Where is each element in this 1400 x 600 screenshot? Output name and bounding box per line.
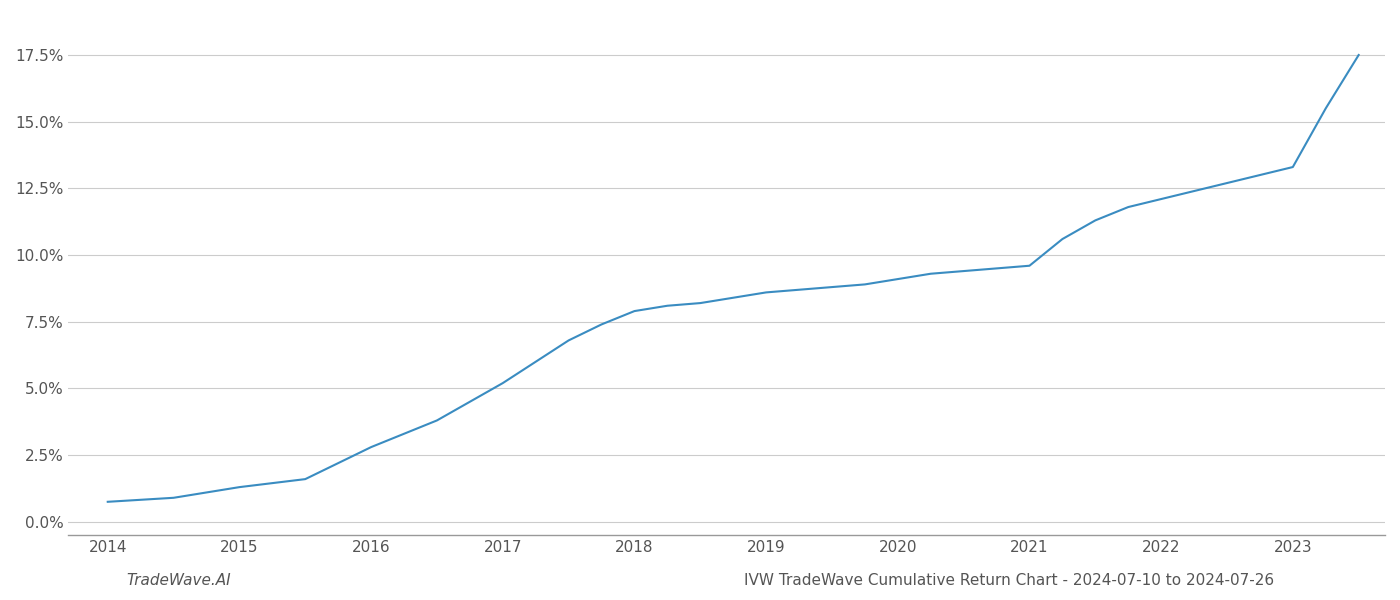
Text: TradeWave.AI: TradeWave.AI bbox=[126, 573, 231, 588]
Text: IVW TradeWave Cumulative Return Chart - 2024-07-10 to 2024-07-26: IVW TradeWave Cumulative Return Chart - … bbox=[743, 573, 1274, 588]
